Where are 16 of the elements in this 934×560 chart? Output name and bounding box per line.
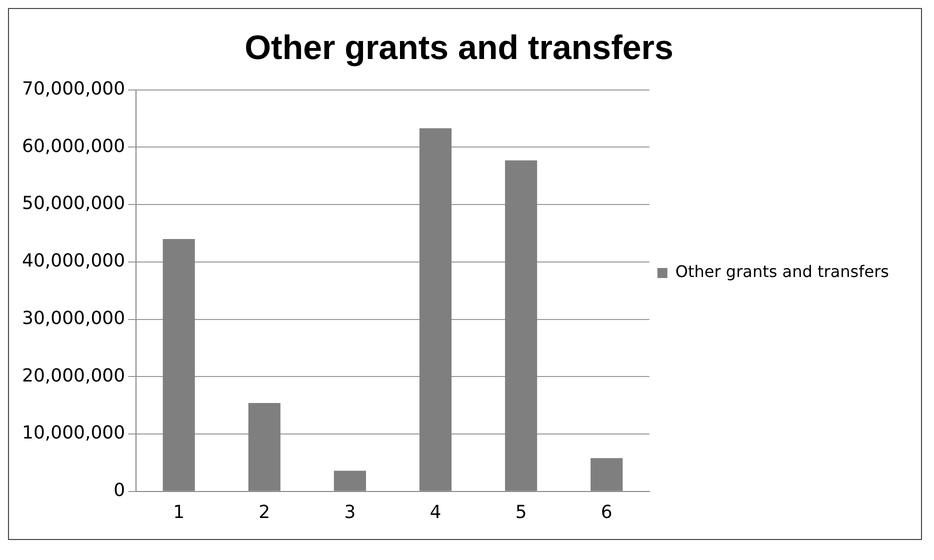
x-tick-label: 4 xyxy=(430,502,442,523)
y-tick-label: 60,000,000 xyxy=(22,136,126,157)
x-tick-label: 1 xyxy=(173,502,185,523)
x-tick-label: 6 xyxy=(600,502,612,523)
chart-title: Other grants and transfers xyxy=(244,28,674,67)
y-tick-label: 50,000,000 xyxy=(22,193,126,214)
y-tick-label: 0 xyxy=(114,480,126,502)
y-tick-label: 40,000,000 xyxy=(22,250,126,272)
y-tick-label: 20,000,000 xyxy=(22,365,126,386)
y-tick-label: 30,000,000 xyxy=(22,308,126,329)
x-tick-label: 2 xyxy=(258,502,270,523)
x-tick-label: 3 xyxy=(344,502,356,523)
x-tick-label: 5 xyxy=(515,502,527,523)
y-tick-label: 10,000,000 xyxy=(22,422,126,444)
legend-label: Other grants and transfers xyxy=(675,262,890,282)
y-tick-label: 70,000,000 xyxy=(22,78,126,100)
